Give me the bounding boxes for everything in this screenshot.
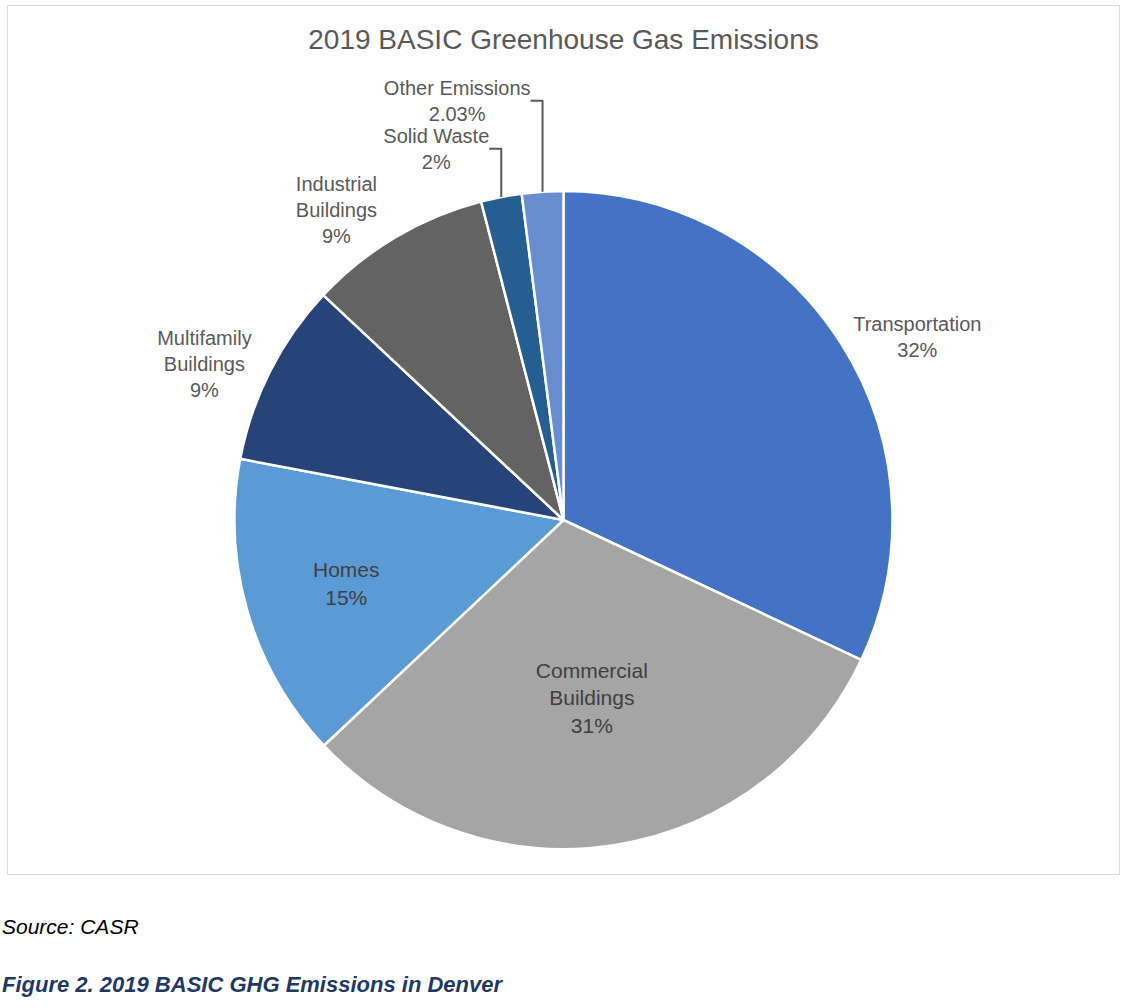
- svg-text:Transportation32%: Transportation32%: [853, 313, 981, 361]
- html-text:Source: CASR: Source: CASR: [2, 915, 139, 938]
- svg-text:IndustrialBuildings9%: IndustrialBuildings9%: [296, 173, 377, 247]
- svg-text:Other Emissions2.03%: Other Emissions2.03%: [384, 77, 531, 125]
- html-text:Figure 2. 2019 BASIC GHG Emiss: Figure 2. 2019 BASIC GHG Emissions in De…: [2, 972, 503, 997]
- svg-text:2019 BASIC Greenhouse Gas Emis: 2019 BASIC Greenhouse Gas Emissions: [308, 24, 818, 55]
- svg-text:CommercialBuildings31%: CommercialBuildings31%: [536, 659, 648, 737]
- svg-text:Solid Waste2%: Solid Waste2%: [383, 125, 489, 173]
- svg-text:MultifamilyBuildings9%: MultifamilyBuildings9%: [157, 327, 251, 401]
- svg-text:Homes15%: Homes15%: [313, 558, 380, 608]
